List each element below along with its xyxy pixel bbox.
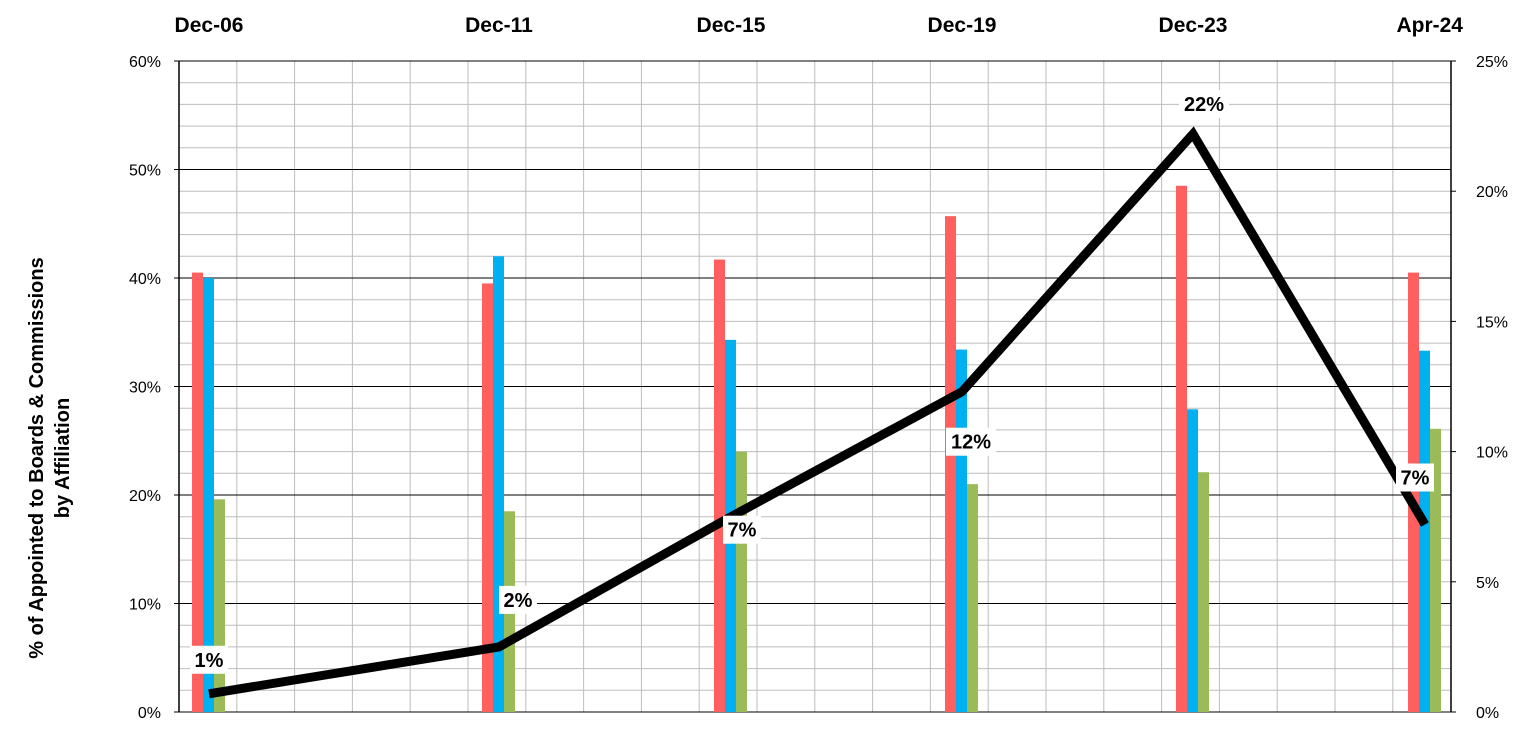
bar-series3 xyxy=(1430,428,1441,712)
bar-series2 xyxy=(956,349,967,712)
left-tick-label: 50% xyxy=(129,163,161,180)
data-label: 7% xyxy=(728,520,757,542)
bar-series1 xyxy=(945,216,956,712)
data-label-box xyxy=(1396,463,1434,492)
bar-series1 xyxy=(482,283,493,712)
line-series xyxy=(208,126,1429,699)
right-tick-label: 25% xyxy=(1476,54,1508,71)
left-tick-label: 40% xyxy=(129,271,161,288)
category-label: Dec-23 xyxy=(1159,14,1228,37)
left-tick-label: 0% xyxy=(138,705,161,722)
right-tick-label: 10% xyxy=(1476,445,1508,462)
left-tick-label: 10% xyxy=(129,597,161,614)
bar-series2 xyxy=(1419,350,1430,712)
data-label: 12% xyxy=(951,432,991,454)
data-label-box xyxy=(723,515,761,544)
category-label: Apr-24 xyxy=(1396,14,1463,37)
bar-series2 xyxy=(203,278,214,712)
category-label: Dec-06 xyxy=(175,14,244,37)
bar-series1 xyxy=(1176,185,1187,712)
bar-series2 xyxy=(1187,409,1198,712)
data-label-box xyxy=(1179,89,1229,118)
bar-series3 xyxy=(1198,472,1209,712)
left-tick-label: 30% xyxy=(129,380,161,397)
y-axis-title: % of Appointed to Boards & Commissions b… xyxy=(0,0,100,739)
bar-series2 xyxy=(493,256,504,712)
right-tick-label: 15% xyxy=(1476,314,1508,331)
data-label: 1% xyxy=(195,650,224,672)
data-label: 2% xyxy=(504,590,533,612)
data-label: 7% xyxy=(1401,468,1430,490)
left-tick-label: 60% xyxy=(129,54,161,71)
category-label: Dec-15 xyxy=(697,14,766,37)
bar-series3 xyxy=(967,484,978,712)
y-axis-title-line2: by Affiliation xyxy=(52,397,74,519)
data-label-box xyxy=(946,427,996,456)
left-tick-label: 20% xyxy=(129,488,161,505)
right-tick-label: 0% xyxy=(1476,705,1499,722)
data-label-box xyxy=(499,585,537,614)
bar-series1 xyxy=(1408,272,1419,712)
data-label: 22% xyxy=(1184,94,1224,116)
category-label: Dec-11 xyxy=(465,14,533,37)
bar-series3 xyxy=(736,451,747,712)
bar-series1 xyxy=(714,259,725,712)
category-label: Dec-19 xyxy=(928,14,997,37)
y-axis-title-line1: % of Appointed to Boards & Commissions xyxy=(26,257,48,659)
data-label-box xyxy=(190,645,228,674)
bar-series1 xyxy=(192,272,203,712)
right-tick-label: 5% xyxy=(1476,575,1499,592)
bar-series3 xyxy=(214,499,225,712)
right-tick-label: 20% xyxy=(1476,184,1508,201)
